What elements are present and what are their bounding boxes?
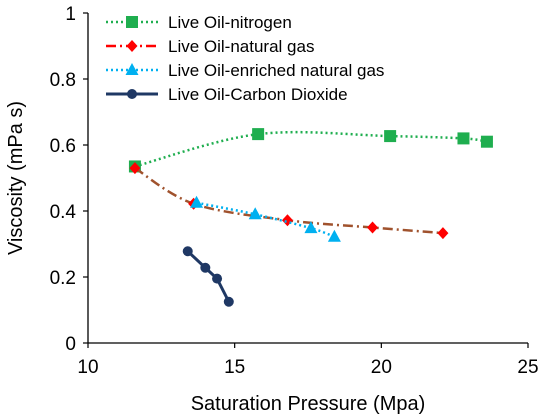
x-tick-label: 20 (371, 357, 392, 378)
x-tick-label: 15 (224, 357, 245, 378)
legend-label: Live Oil-nitrogen (168, 13, 292, 32)
axes (83, 12, 529, 348)
data-point (182, 246, 193, 257)
data-point (367, 221, 379, 234)
legend-marker (127, 89, 137, 99)
x-axis-label: Saturation Pressure (Mpa) (191, 393, 426, 415)
y-tick-label: 0.2 (50, 268, 76, 289)
x-tick-label: 25 (517, 357, 538, 378)
data-point (223, 296, 234, 307)
data-point (281, 214, 293, 227)
y-tick-label: 0.6 (50, 136, 76, 157)
legend-marker (126, 16, 138, 28)
data-point (384, 130, 397, 143)
series-2 (190, 195, 341, 242)
series-line (196, 201, 335, 238)
data-point (304, 221, 318, 234)
data-point (200, 262, 211, 273)
legend-marker (125, 63, 139, 75)
data-point (327, 229, 341, 242)
series-line (186, 250, 231, 303)
y-tick-label: 0.8 (50, 70, 76, 91)
data-point (252, 128, 265, 141)
tick-labels: 10 15 20 25 0 0.2 0.4 0.6 0.8 1 (50, 4, 539, 378)
data-point (437, 227, 449, 240)
series-0 (128, 128, 493, 173)
legend-label: Live Oil-Carbon Dioxide (168, 85, 348, 104)
y-tick-label: 1 (65, 4, 76, 25)
series-layer (128, 128, 493, 307)
series-1 (129, 162, 449, 240)
legend-label: Live Oil-natural gas (168, 37, 314, 56)
data-point (129, 162, 141, 175)
legend-label: Live Oil-enriched natural gas (168, 61, 384, 80)
series-line (134, 130, 488, 168)
y-tick-label: 0.4 (50, 202, 77, 223)
data-point (212, 273, 223, 284)
y-tick-label: 0 (65, 334, 76, 355)
data-point (480, 135, 493, 148)
data-point (248, 207, 262, 220)
legend-marker (126, 40, 138, 52)
legend: Live Oil-nitrogen Live Oil-natural gas Liv… (106, 13, 384, 104)
x-tick-label: 10 (77, 357, 98, 378)
series-3 (182, 246, 234, 307)
data-point (190, 195, 204, 208)
data-point (457, 132, 470, 145)
y-axis-label: Viscosity (mPa s) (5, 101, 27, 255)
